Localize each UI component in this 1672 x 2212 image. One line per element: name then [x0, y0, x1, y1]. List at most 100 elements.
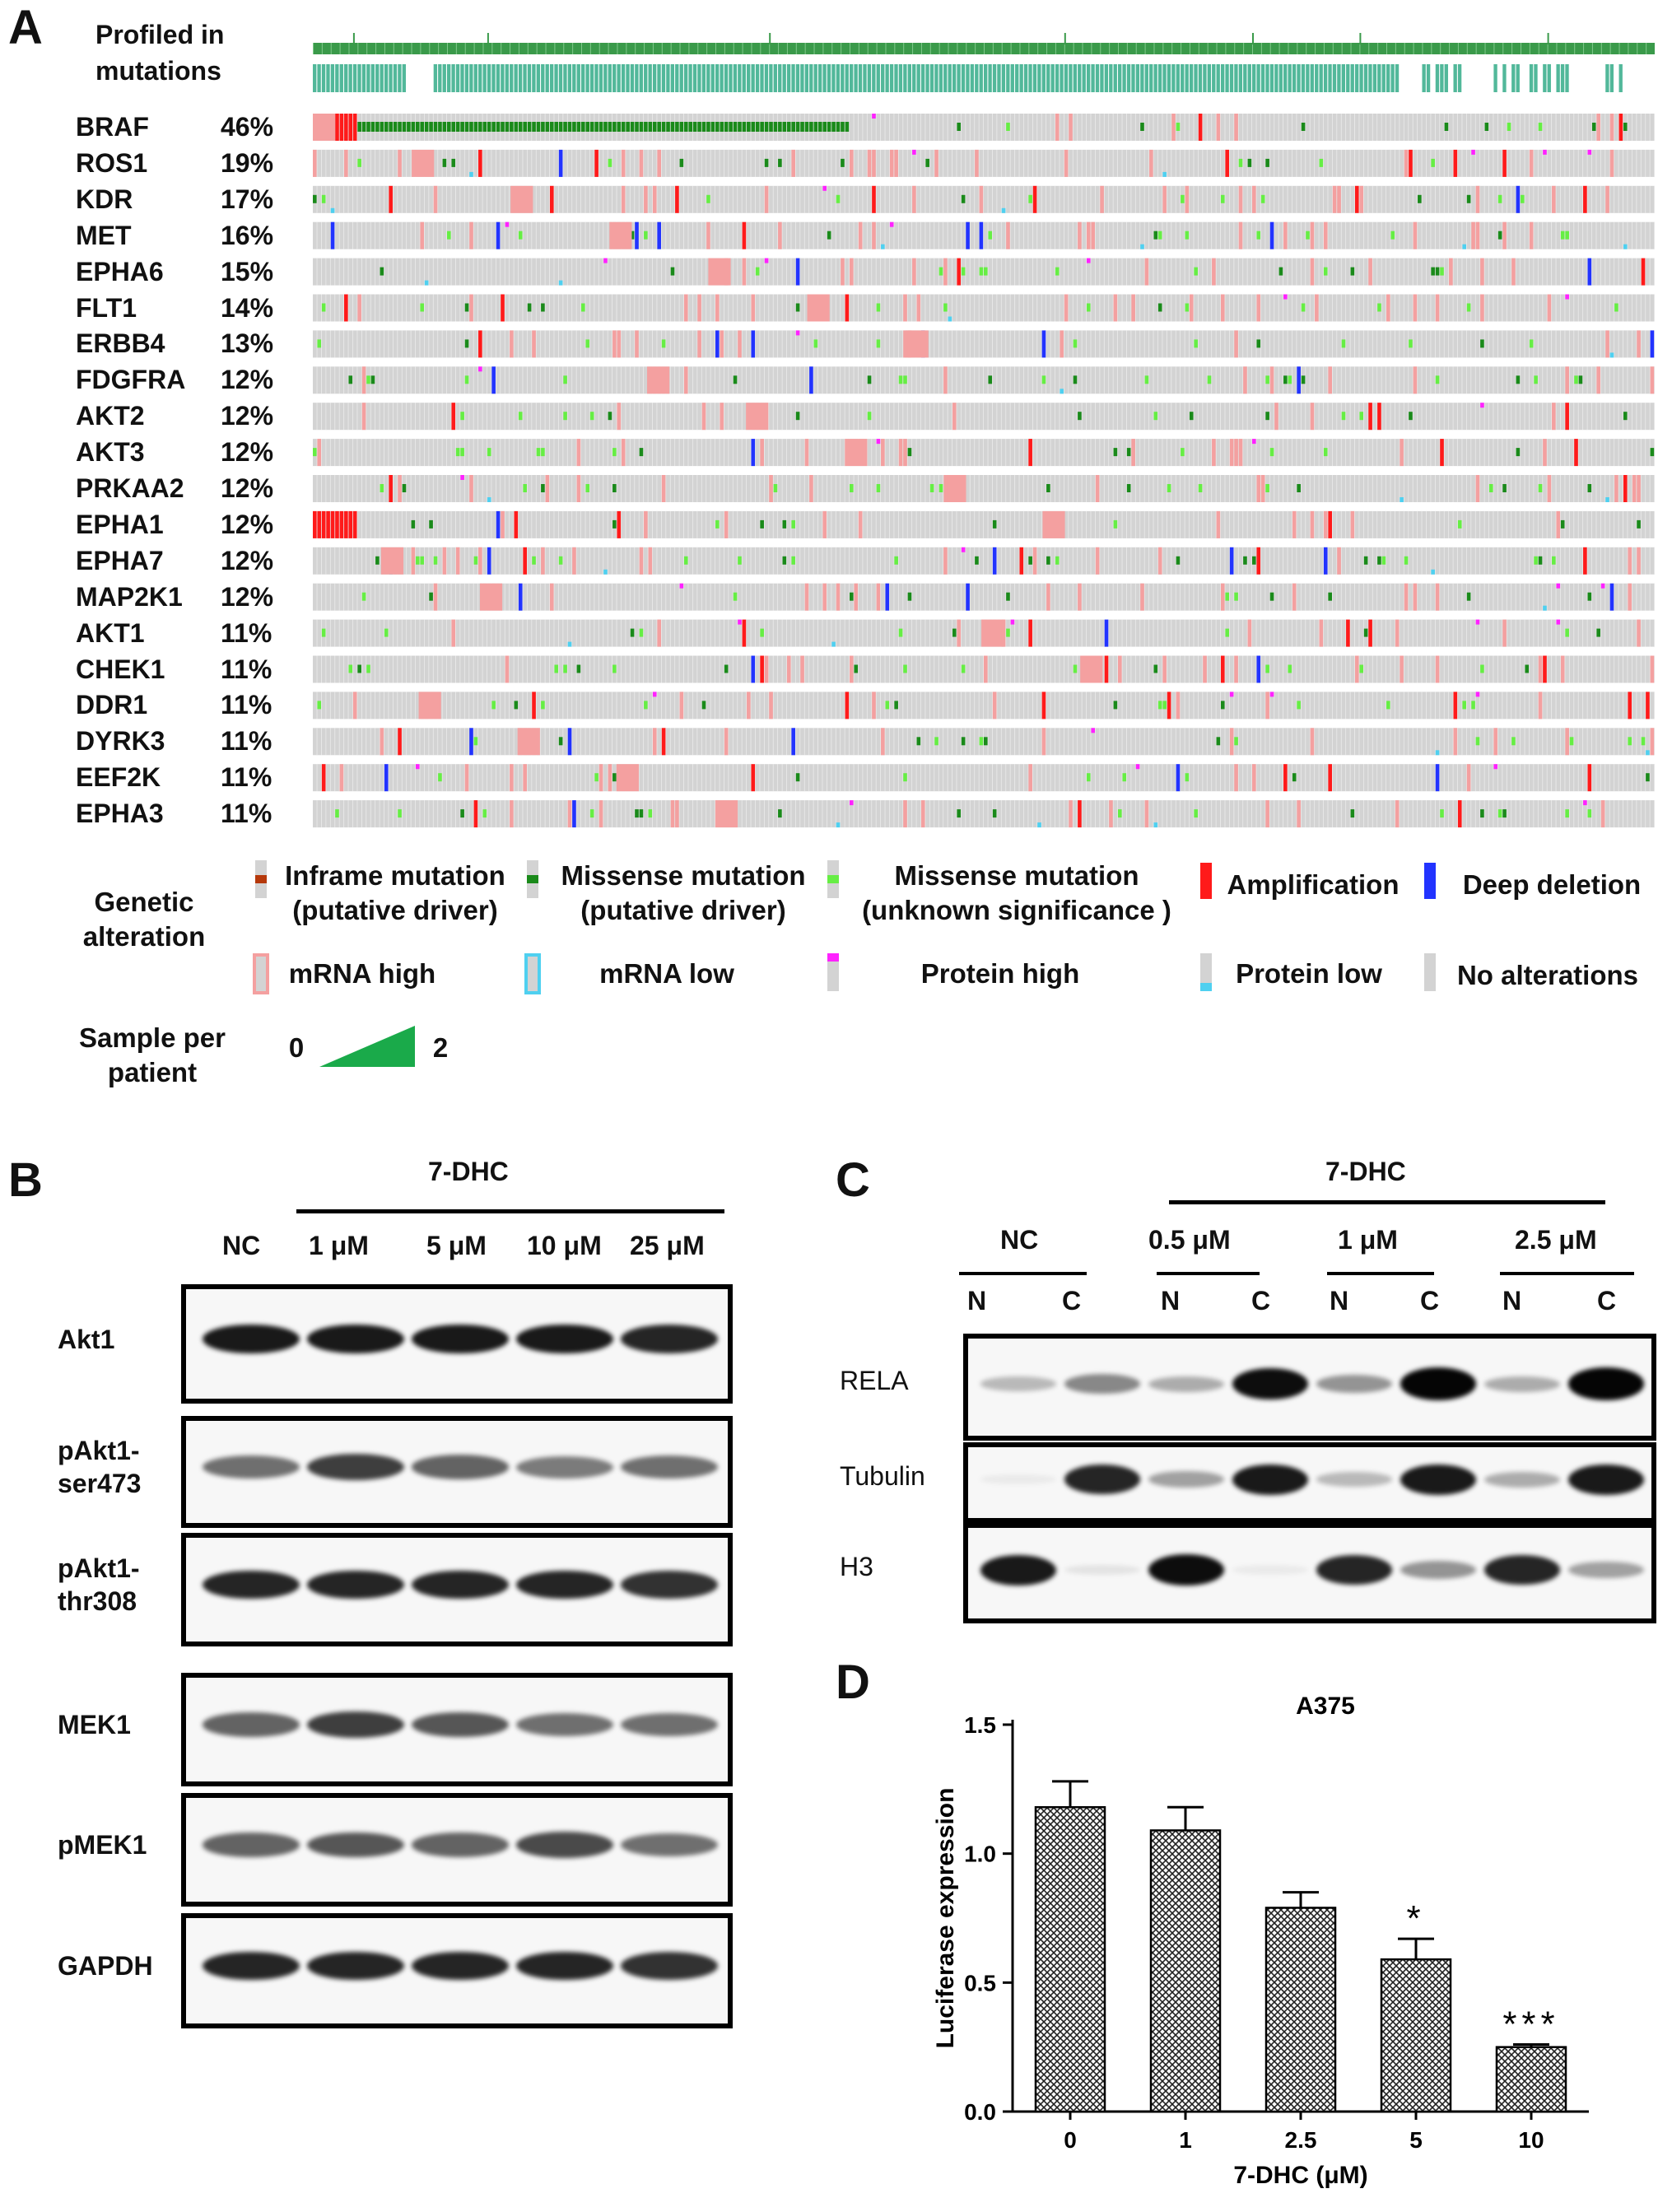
gene-track-prkaa2	[313, 475, 1655, 502]
legend-inframe-swatch	[255, 860, 267, 898]
panel-c-letter: C	[836, 1153, 870, 1207]
panel-b-blot-label-3: MEK1	[58, 1708, 173, 1741]
panel-b-band	[203, 1324, 300, 1354]
legend-inframe-label: Inframe mutation (putative driver)	[285, 860, 505, 925]
profiled-label-line2: mutations	[95, 56, 221, 86]
panel-c-band	[1148, 1376, 1224, 1392]
panel-b-letter: B	[8, 1153, 43, 1207]
gene-name-map2k1: MAP2K1	[76, 581, 183, 612]
panel-c-group-line-0	[959, 1272, 1087, 1275]
bar-1	[1149, 1829, 1222, 2113]
panel-b-blot-label-4: pMEK1	[58, 1828, 173, 1861]
legend-protein-low-label: Protein low	[1236, 958, 1382, 989]
legend-mrna-low-label: mRNA low	[599, 958, 734, 989]
panel-b-band	[516, 1570, 613, 1600]
panel-c-band	[1148, 1553, 1224, 1586]
panel-b-band	[516, 1832, 613, 1858]
chart-title: A375	[1296, 1693, 1355, 1720]
gene-name-met: MET	[76, 220, 132, 250]
x-tick-label-1: 1	[1179, 2127, 1192, 2153]
panel-b-band	[203, 1455, 300, 1479]
panel-c-blot-label-0: RELA	[840, 1366, 909, 1395]
legend-no-alterations-swatch	[1424, 953, 1436, 991]
gene-name-epha3: EPHA3	[76, 799, 164, 829]
legend-protein-high-swatch	[827, 953, 839, 991]
panel-b-band	[621, 1455, 718, 1479]
panel-c-band	[1568, 1561, 1644, 1579]
gene-name-kdr: KDR	[76, 184, 133, 214]
panel-c-fraction-5: C	[1420, 1286, 1440, 1316]
gene-name-akt2: AKT2	[76, 401, 145, 431]
panel-c-band	[1400, 1367, 1476, 1400]
panel-c-treatment-line	[1169, 1200, 1605, 1204]
oncoprint	[313, 33, 1655, 828]
panel-b-lane-2: 5 μM	[426, 1231, 487, 1260]
panel-b-band	[516, 1455, 613, 1479]
y-tick-label: 1.0	[964, 1842, 996, 1867]
panel-b-blot-label-line: pMEK1	[58, 1830, 147, 1860]
gene-track-erbb4	[313, 330, 1655, 358]
panel-b-lane-4: 25 μM	[630, 1231, 705, 1260]
gene-name-epha7: EPHA7	[76, 545, 164, 575]
gene-track-epha3	[313, 800, 1655, 828]
gene-track-chek1	[313, 655, 1655, 683]
x-tick-label-0: 0	[1064, 2127, 1077, 2153]
panel-c-band	[1064, 1465, 1140, 1494]
panel-c-band	[980, 1554, 1056, 1586]
panel-b-band	[307, 1832, 404, 1858]
gene-track-map2k1	[313, 583, 1655, 611]
bar-5	[1380, 1958, 1452, 2113]
panel-b-blot-0	[181, 1284, 733, 1404]
gene-track-met	[313, 221, 1655, 249]
gene-pct-akt3: 12%	[221, 437, 274, 468]
luciferase-bar-chart: A375 0.0 0.5 1.0 1.5 Luciferase expression 7-D…	[932, 1693, 1589, 2189]
gene-pct-akt2: 12%	[221, 401, 274, 431]
panel-c-fraction-3: C	[1251, 1286, 1271, 1316]
panel-b-band	[621, 1832, 718, 1857]
panel-b-lane-3: 10 μM	[527, 1231, 602, 1260]
gene-track-epha1	[313, 510, 1655, 538]
panel-c-fraction-2: N	[1161, 1286, 1181, 1316]
profiled-label-line1: Profiled in	[95, 20, 225, 49]
panel-c-band	[980, 1376, 1056, 1391]
panel-b-lane-1: 1 μM	[309, 1231, 369, 1260]
panel-c-treatment-label: 7-DHC	[1325, 1157, 1406, 1186]
x-tick-label-5: 5	[1409, 2127, 1423, 2153]
panel-b-band	[412, 1832, 509, 1857]
panel-b-blot-label-0: Akt1	[58, 1323, 173, 1356]
panel-b-band	[621, 1952, 718, 1980]
panel-b-blot-label-line: thr308	[58, 1586, 137, 1616]
legend-amplification-swatch	[1200, 863, 1212, 899]
panel-c-blot-label-2: H3	[840, 1552, 873, 1581]
panel-b-blot-label-5: GAPDH	[58, 1949, 173, 1982]
legend-title: Genetic alteration	[70, 885, 218, 954]
panel-b-band	[203, 1951, 300, 1981]
panel-c-group-1: 0.5 μM	[1148, 1225, 1231, 1255]
gene-track-eef2k	[313, 764, 1655, 792]
gene-pct-epha7: 12%	[221, 545, 274, 575]
gene-name-braf: BRAF	[76, 112, 149, 142]
gene-track-flt1	[313, 294, 1655, 322]
panel-b-band	[621, 1325, 718, 1353]
legend-amplification-label: Amplification	[1227, 869, 1400, 900]
bar-0	[1034, 1806, 1106, 2113]
gene-pct-met: 16%	[221, 220, 274, 250]
sample-max-label: 2	[432, 1032, 449, 1063]
panel-c-fraction-6: N	[1502, 1286, 1522, 1316]
gene-pct-dyrk3: 11%	[221, 726, 272, 757]
legend-missense-unknown-label: Missense mutation (unknown significance …	[862, 860, 1171, 925]
panel-b-blot-5	[181, 1913, 733, 2028]
panel-c-band	[1484, 1376, 1560, 1392]
panel-b-lane-0: NC	[222, 1231, 261, 1260]
panel-c-group-2: 1 μM	[1338, 1225, 1398, 1255]
gene-pct-epha3: 11%	[221, 799, 272, 829]
panel-b-band	[621, 1571, 718, 1599]
legend-missense-unknown-swatch	[827, 860, 839, 898]
gene-name-akt3: AKT3	[76, 437, 145, 468]
panel-b-band	[621, 1712, 718, 1737]
gene-track-epha6	[313, 258, 1655, 286]
panel-c-band	[1316, 1472, 1392, 1487]
panel-b-blot-label-line: pAkt1-	[58, 1436, 140, 1465]
sample-per-patient-title: Sample per patient	[79, 1022, 226, 1087]
gene-name-erbb4: ERBB4	[76, 328, 165, 359]
